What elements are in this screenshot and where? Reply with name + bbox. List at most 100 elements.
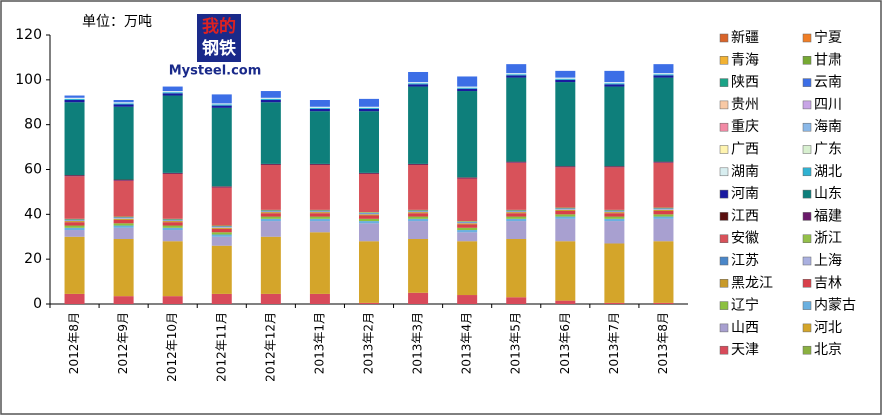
bar-segment xyxy=(310,217,330,219)
bar-segment xyxy=(163,220,183,221)
bar-segment xyxy=(359,174,379,212)
bar-segment xyxy=(163,93,183,95)
bar-segment xyxy=(65,102,85,175)
bar-segment xyxy=(114,219,134,220)
legend-label: 贵州 xyxy=(731,97,759,113)
x-tick-label: 2012年10月 xyxy=(165,312,179,382)
bar-segment xyxy=(359,214,379,215)
bar-segment xyxy=(506,219,526,221)
bar-segment xyxy=(653,208,673,209)
bar-segment xyxy=(310,100,330,107)
bar-segment xyxy=(261,211,281,212)
bar-segment xyxy=(212,187,232,188)
bar-segment xyxy=(359,111,379,173)
bar-segment xyxy=(114,217,134,218)
bar-segment xyxy=(163,222,183,225)
bar-segment xyxy=(163,221,183,222)
bar-segment xyxy=(555,214,575,216)
bar-segment xyxy=(653,208,673,209)
legend-label: 宁夏 xyxy=(814,29,842,46)
legend-label: 江西 xyxy=(731,208,759,224)
bar-segment xyxy=(555,211,575,214)
bar-segment xyxy=(65,237,85,294)
bar-segment xyxy=(653,78,673,162)
legend-swatch xyxy=(803,324,811,332)
x-tick-label: 2013年6月 xyxy=(558,312,572,374)
bar-segment xyxy=(506,163,526,210)
bar-segment xyxy=(604,83,624,84)
bar-segment xyxy=(65,222,85,225)
bar-segment xyxy=(114,180,134,181)
bar-segment xyxy=(163,226,183,228)
bar-segment xyxy=(359,213,379,214)
bar-segment xyxy=(457,223,477,224)
bar-segment xyxy=(310,221,330,232)
bar-segment xyxy=(261,219,281,221)
x-tick-label: 2013年4月 xyxy=(460,312,474,374)
legend-swatch xyxy=(803,235,811,243)
bar-segment xyxy=(604,213,624,216)
bar-segment xyxy=(457,178,477,221)
bar-segment xyxy=(555,217,575,219)
bar-segment xyxy=(114,104,134,106)
bar-segment xyxy=(359,107,379,108)
bar-segment xyxy=(163,91,183,92)
legend-swatch xyxy=(720,168,728,176)
legend-label: 海南 xyxy=(814,119,842,135)
bar-segment xyxy=(555,82,575,166)
legend-swatch xyxy=(803,279,811,287)
bar-segment xyxy=(163,174,183,219)
legend-label: 湖北 xyxy=(814,164,842,180)
legend-label: 安徽 xyxy=(731,231,759,247)
bar-segment xyxy=(163,296,183,304)
legend-swatch xyxy=(720,56,728,64)
bar-segment xyxy=(457,91,477,177)
y-tick-label: 100 xyxy=(15,72,42,88)
bar-segment xyxy=(163,241,183,296)
bar-segment xyxy=(506,297,526,304)
legend-swatch xyxy=(720,123,728,131)
bar-segment xyxy=(163,228,183,230)
bar-segment xyxy=(310,219,330,221)
bar-segment xyxy=(604,82,624,83)
bar-segment xyxy=(555,210,575,211)
bar-segment xyxy=(65,100,85,102)
bar-segment xyxy=(457,228,477,230)
bar-segment xyxy=(65,228,85,230)
bar-segment xyxy=(653,214,673,216)
y-tick-label: 120 xyxy=(15,27,42,43)
bar-segment xyxy=(604,87,624,167)
legend-swatch xyxy=(720,279,728,287)
bar-segment xyxy=(604,167,624,168)
bar-segment xyxy=(114,228,134,239)
bar-segment xyxy=(555,208,575,209)
bar-segment xyxy=(555,167,575,207)
legend-label: 山东 xyxy=(814,186,842,202)
bar-segment xyxy=(212,226,232,227)
bar-segment xyxy=(408,219,428,221)
bar-segment xyxy=(310,211,330,212)
bar-segment xyxy=(555,301,575,304)
bar-segment xyxy=(457,223,477,224)
legend-swatch xyxy=(720,257,728,265)
x-tick-label: 2013年2月 xyxy=(362,312,376,374)
bar-segment xyxy=(65,230,85,237)
bar-segment xyxy=(506,213,526,216)
bar-segment xyxy=(457,222,477,223)
x-tick-label: 2012年8月 xyxy=(67,312,81,374)
bar-segment xyxy=(359,215,379,218)
bar-segment xyxy=(555,71,575,78)
bar-segment xyxy=(65,99,85,100)
bar-segment xyxy=(359,241,379,303)
bar-segment xyxy=(604,243,624,302)
bar-segment xyxy=(163,96,183,173)
bar-segment xyxy=(65,220,85,221)
bar-segment xyxy=(163,92,183,93)
unit-label: 单位：万吨 xyxy=(82,14,152,30)
bar-segment xyxy=(114,107,134,180)
y-tick-label: 0 xyxy=(33,296,42,312)
x-tick-label: 2013年7月 xyxy=(607,312,621,374)
bar-segment xyxy=(212,94,232,103)
legend-swatch xyxy=(803,123,811,131)
